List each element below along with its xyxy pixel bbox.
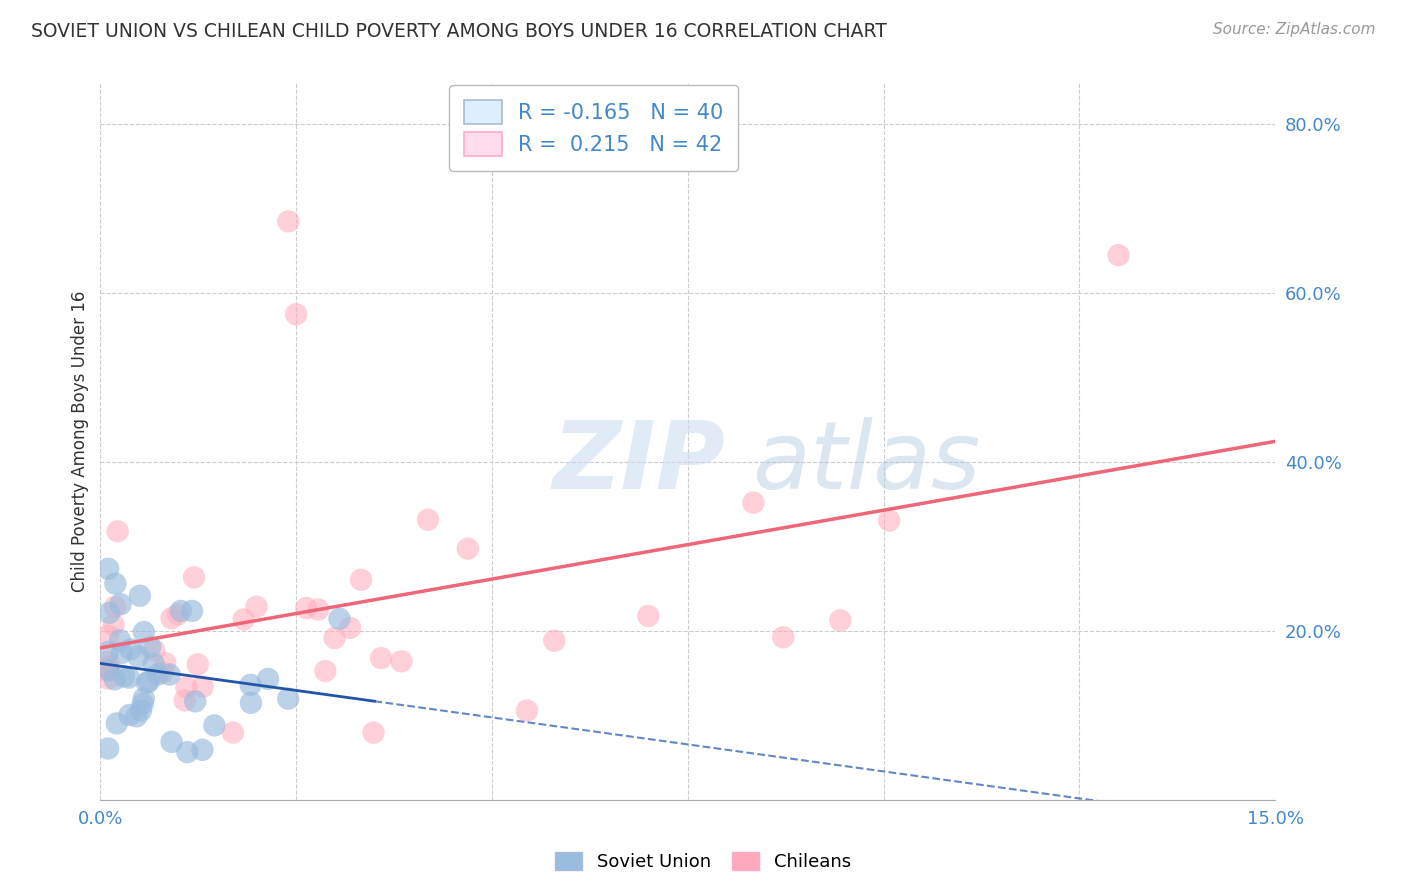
Point: [389, 654, 412, 668]
Point: [239, 696, 262, 710]
Point: [637, 609, 659, 624]
Point: [191, 680, 214, 694]
Point: [111, 646, 134, 660]
Point: [103, 618, 125, 632]
Point: [742, 496, 765, 510]
Point: [877, 514, 900, 528]
Y-axis label: Child Poverty Among Boys Under 16: Child Poverty Among Boys Under 16: [72, 291, 89, 591]
Point: [543, 633, 565, 648]
Point: [159, 667, 181, 681]
Point: [152, 665, 174, 680]
Point: [245, 599, 267, 614]
Point: [97, 672, 120, 686]
Point: [127, 649, 149, 664]
Point: [132, 625, 155, 640]
Text: Source: ZipAtlas.com: Source: ZipAtlas.com: [1212, 22, 1375, 37]
Point: [155, 656, 177, 670]
Point: [167, 607, 190, 622]
Point: [1108, 248, 1130, 262]
Point: [132, 691, 155, 706]
Point: [97, 629, 120, 643]
Point: [104, 576, 127, 591]
Point: [142, 657, 165, 671]
Point: [104, 673, 127, 687]
Point: [363, 725, 385, 739]
Point: [97, 562, 120, 576]
Point: [191, 743, 214, 757]
Point: [339, 621, 361, 635]
Point: [277, 214, 299, 228]
Point: [277, 691, 299, 706]
Point: [131, 697, 153, 711]
Point: [170, 604, 193, 618]
Point: [120, 642, 142, 657]
Point: [104, 599, 127, 614]
Point: [138, 674, 160, 689]
Point: [143, 643, 166, 657]
Point: [97, 664, 120, 678]
Point: [295, 601, 318, 615]
Point: [160, 735, 183, 749]
Point: [222, 725, 245, 739]
Point: [183, 570, 205, 584]
Text: atlas: atlas: [752, 417, 980, 508]
Point: [202, 718, 225, 732]
Point: [118, 671, 141, 685]
Point: [135, 676, 157, 690]
Point: [173, 693, 195, 707]
Point: [98, 606, 121, 620]
Point: [146, 667, 169, 681]
Point: [328, 612, 350, 626]
Point: [128, 589, 150, 603]
Point: [772, 630, 794, 644]
Point: [257, 672, 280, 686]
Point: [323, 631, 346, 645]
Point: [370, 651, 392, 665]
Legend: R = -0.165   N = 40, R =  0.215   N = 42: R = -0.165 N = 40, R = 0.215 N = 42: [450, 85, 738, 170]
Point: [350, 573, 373, 587]
Point: [110, 597, 132, 611]
Point: [129, 703, 152, 717]
Point: [516, 704, 538, 718]
Point: [184, 694, 207, 708]
Point: [97, 741, 120, 756]
Point: [97, 645, 120, 659]
Point: [125, 709, 148, 723]
Point: [232, 612, 254, 626]
Point: [187, 657, 209, 672]
Point: [112, 669, 135, 683]
Point: [285, 307, 308, 321]
Point: [239, 678, 262, 692]
Point: [108, 633, 131, 648]
Point: [160, 611, 183, 625]
Point: [118, 708, 141, 723]
Point: [416, 513, 439, 527]
Point: [307, 602, 329, 616]
Point: [105, 716, 128, 731]
Point: [314, 664, 336, 678]
Point: [457, 541, 479, 556]
Point: [97, 660, 120, 674]
Text: ZIP: ZIP: [553, 417, 725, 508]
Point: [176, 745, 198, 759]
Point: [97, 655, 120, 669]
Point: [176, 681, 198, 695]
Point: [97, 663, 120, 677]
Text: SOVIET UNION VS CHILEAN CHILD POVERTY AMONG BOYS UNDER 16 CORRELATION CHART: SOVIET UNION VS CHILEAN CHILD POVERTY AM…: [31, 22, 887, 41]
Point: [139, 640, 162, 654]
Point: [181, 604, 204, 618]
Legend: Soviet Union, Chileans: Soviet Union, Chileans: [548, 846, 858, 879]
Point: [107, 524, 129, 539]
Point: [830, 613, 852, 627]
